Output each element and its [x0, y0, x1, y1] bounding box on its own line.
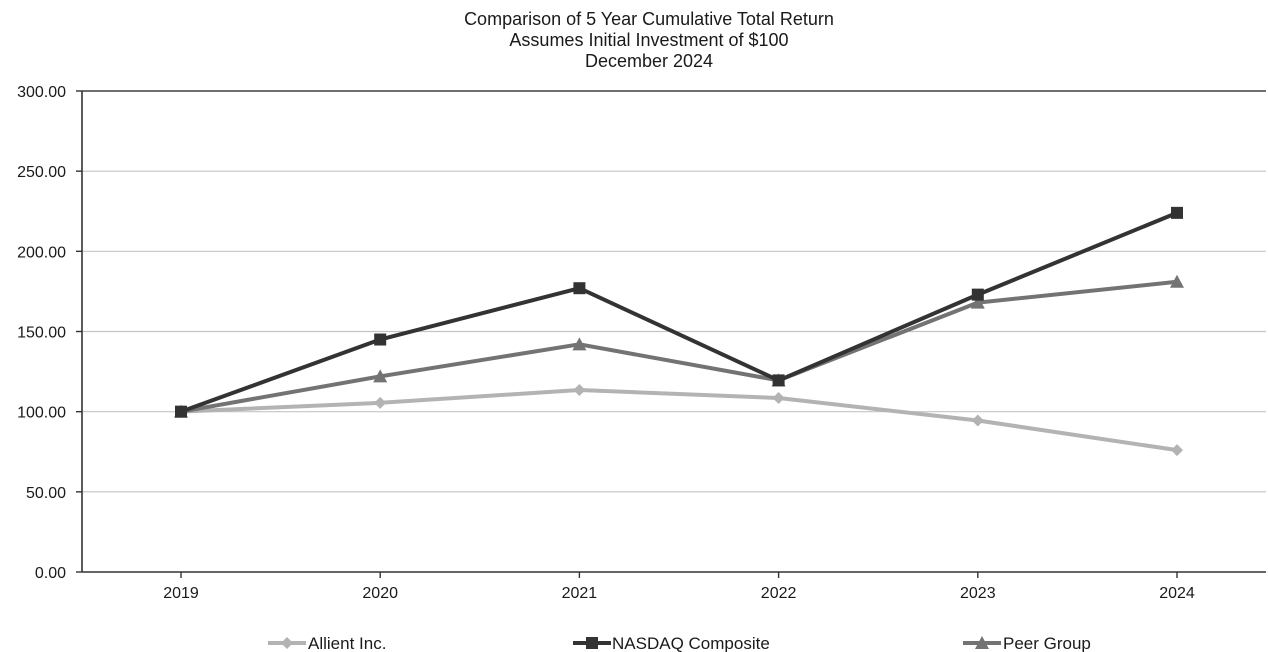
data-point-nasdaq-composite: [374, 333, 387, 346]
y-tick-label: 100.00: [17, 405, 66, 422]
axes: [76, 90, 1266, 578]
data-point-allient-inc-: [1171, 444, 1183, 457]
x-tick-label: 2019: [163, 585, 199, 602]
y-tick-label: 300.00: [17, 84, 66, 101]
data-point-peer-group: [373, 369, 388, 383]
x-tick-labels: 2019 2020 2021 2022 2023 2024: [163, 585, 1195, 602]
x-tick-label: 2020: [362, 585, 398, 602]
x-tick-label: 2024: [1159, 585, 1195, 602]
data-point-nasdaq-composite: [175, 405, 187, 418]
series-markers: [174, 206, 1184, 457]
y-tick-label: 250.00: [17, 164, 66, 181]
y-tick-labels: 0.00 50.00 100.00 150.00 200.00 250.00 300.00: [17, 84, 66, 582]
legend-marker-nasdaq-composite: [586, 637, 598, 649]
data-point-allient-inc-: [772, 392, 785, 405]
legend-label-allient-inc-: Allient Inc.: [308, 634, 386, 652]
data-point-allient-inc-: [374, 396, 387, 409]
chart-subtitle-date: December 2024: [584, 51, 714, 71]
x-tick-label: 2022: [761, 585, 797, 602]
y-tick-label: 150.00: [17, 325, 66, 342]
legend-label-nasdaq-composite: NASDAQ Composite: [612, 634, 770, 652]
data-point-nasdaq-composite: [1171, 206, 1183, 219]
data-point-allient-inc-: [573, 384, 586, 397]
data-point-nasdaq-composite: [772, 374, 785, 387]
data-point-peer-group: [572, 337, 587, 351]
chart-subtitle: Assumes Initial Investment of $100: [509, 30, 789, 50]
y-tick-label: 200.00: [17, 244, 66, 261]
data-point-allient-inc-: [971, 414, 984, 427]
data-point-peer-group: [1170, 274, 1184, 288]
legend-marker-peer-group: [975, 636, 989, 649]
legend-label-peer-group: Peer Group: [1003, 634, 1091, 652]
chart-title-block: Comparison of 5 Year Cumulative Total Re…: [0, 9, 1268, 72]
data-point-peer-group: [970, 295, 985, 309]
y-tick-label: 50.00: [26, 485, 66, 502]
chart-title: Comparison of 5 Year Cumulative Total Re…: [464, 9, 834, 29]
data-point-nasdaq-composite: [573, 282, 586, 295]
x-tick-label: 2023: [960, 585, 996, 602]
series-line-nasdaq-composite: [180, 211, 1178, 414]
x-tick-label: 2021: [562, 585, 598, 602]
legend-marker-allient-inc-: [281, 637, 293, 649]
series-lines: [180, 211, 1178, 453]
legend: Allient Inc. NASDAQ Composite Peer Group: [268, 634, 1091, 652]
series-line-peer-group: [180, 279, 1178, 414]
data-point-nasdaq-composite: [971, 288, 984, 301]
series-line-allient-inc-: [180, 388, 1178, 453]
y-tick-label: 0.00: [35, 565, 66, 582]
